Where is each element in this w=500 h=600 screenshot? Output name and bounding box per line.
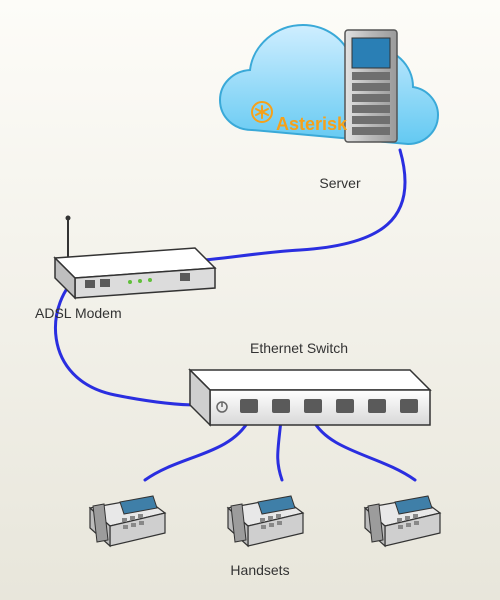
modem-icon	[55, 216, 215, 299]
handsets-label: Handsets	[215, 562, 305, 578]
handsets-group	[90, 496, 440, 546]
phone-icon	[90, 496, 165, 546]
switch-label: Ethernet Switch	[250, 340, 390, 356]
cloud-icon: Asterisk	[220, 25, 438, 144]
modem-label: ADSL Modem	[35, 305, 145, 321]
network-diagram: Asterisk	[0, 0, 500, 600]
asterisk-brand-text: Asterisk	[276, 114, 348, 134]
phone-icon	[365, 496, 440, 546]
switch-icon	[190, 370, 430, 425]
phone-icon	[228, 496, 303, 546]
server-rack-icon	[345, 30, 397, 142]
server-label: Server	[300, 175, 380, 191]
